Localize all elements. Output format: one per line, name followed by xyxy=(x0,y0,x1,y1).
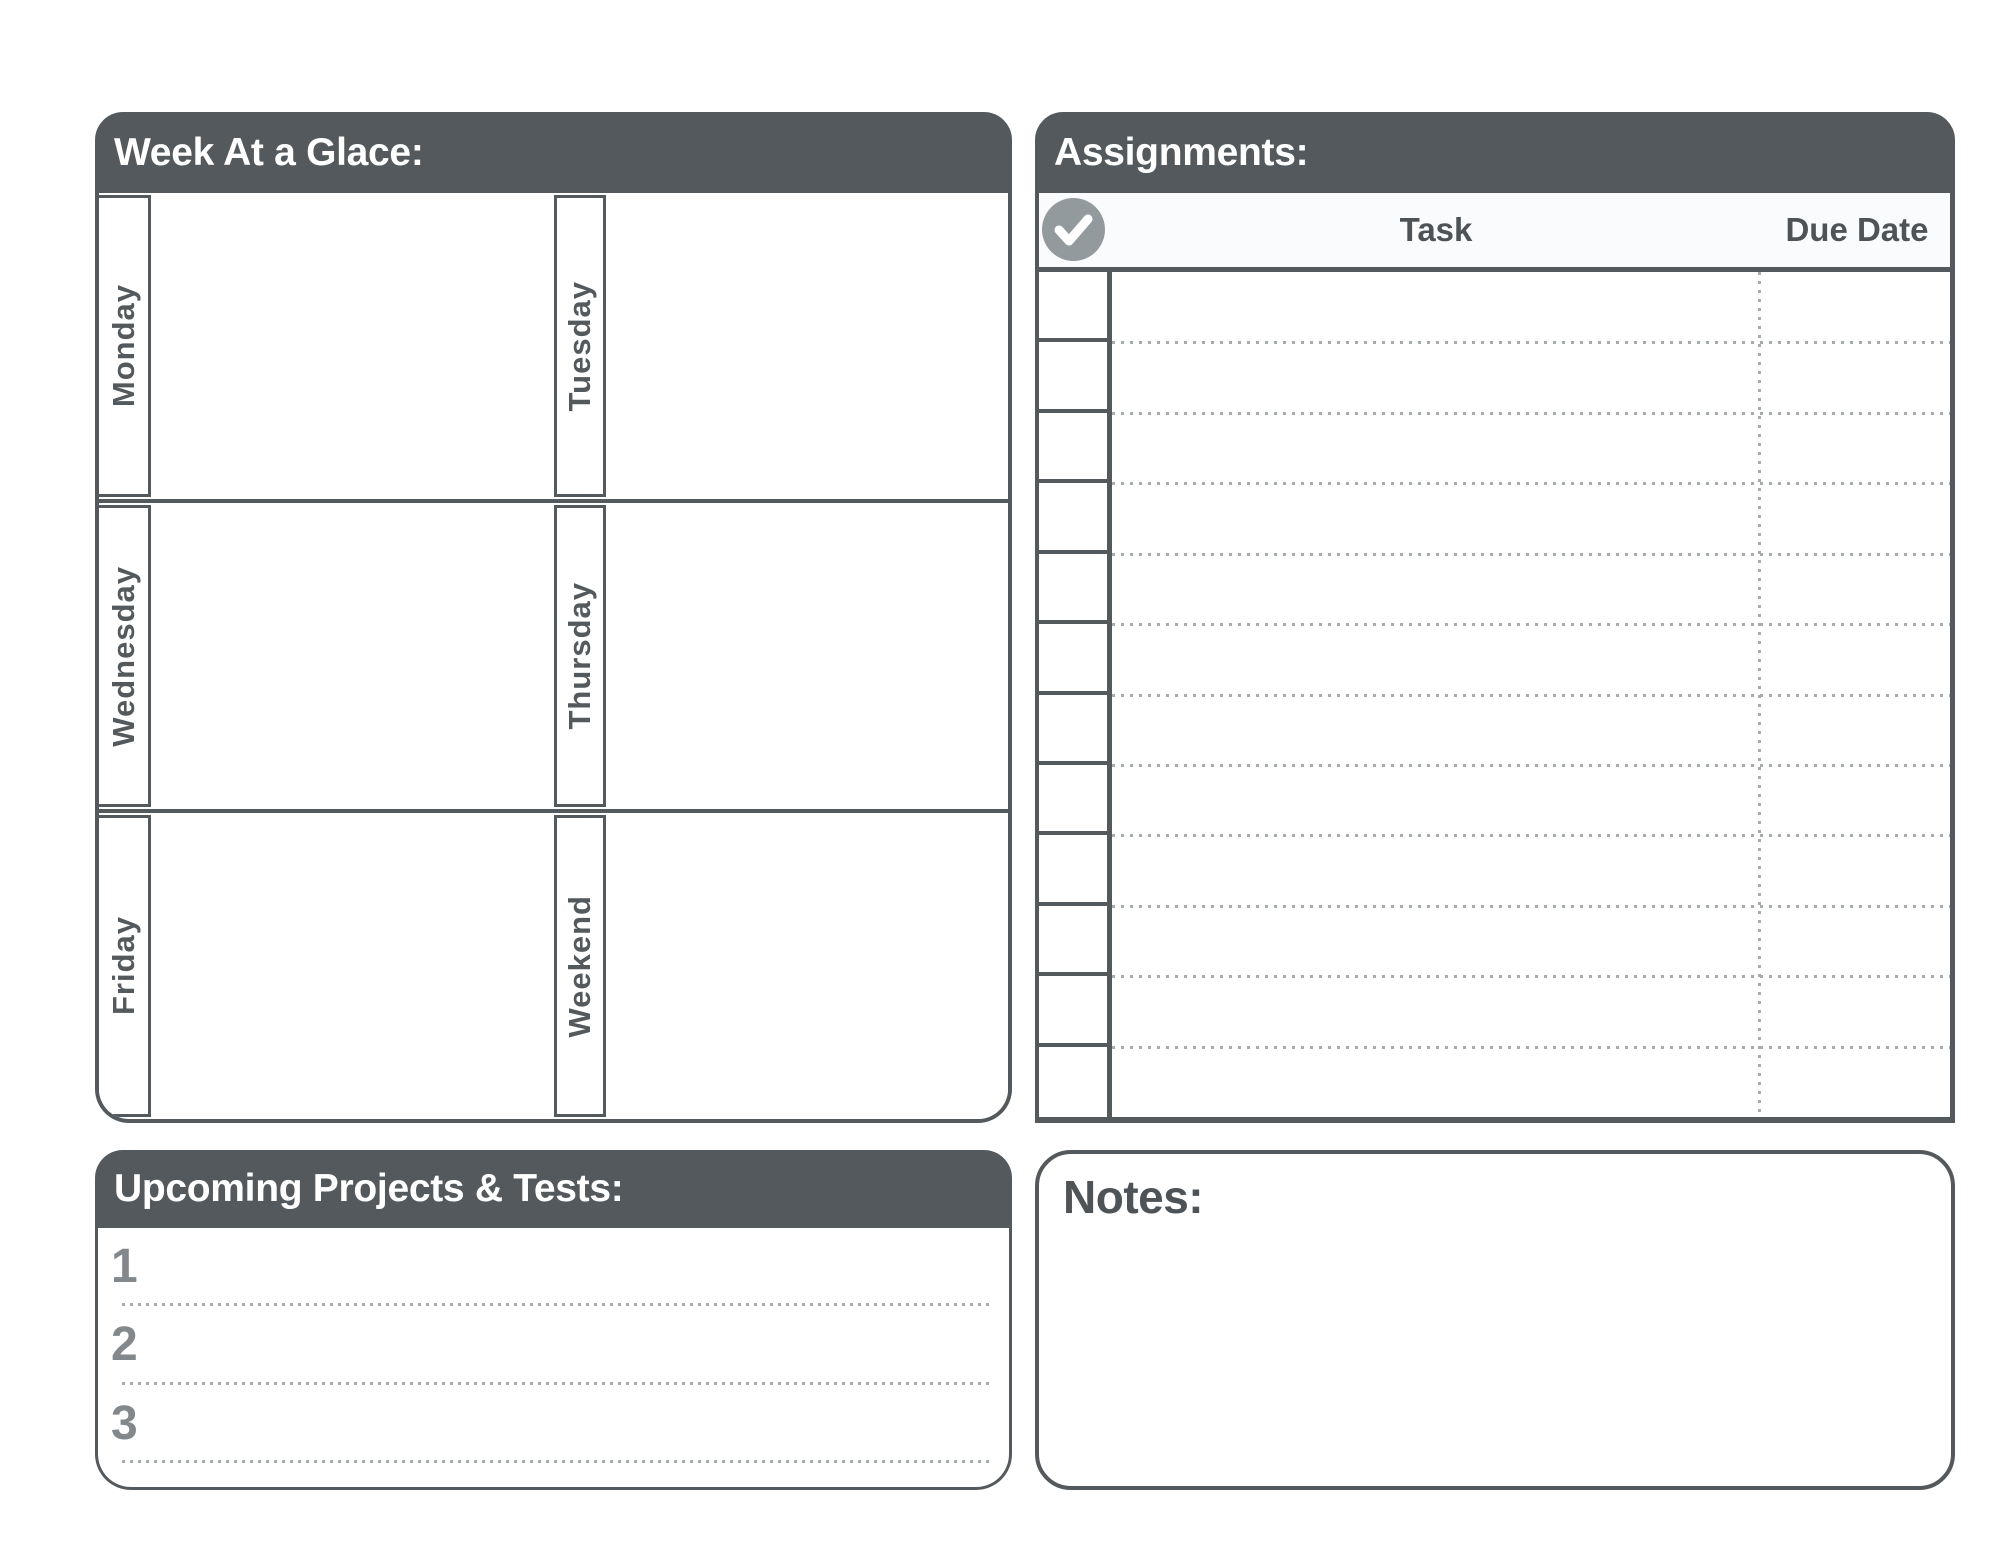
day-cell-friday[interactable] xyxy=(151,813,554,1119)
assignment-checkbox-cell[interactable] xyxy=(1039,1046,1112,1118)
assignment-checkbox-cell[interactable] xyxy=(1039,483,1112,554)
assignments-header: Assignments: xyxy=(1035,112,1955,193)
notes-content-area[interactable] xyxy=(1043,1234,1947,1482)
upcoming-item-number: 3 xyxy=(111,1396,138,1450)
assignment-row xyxy=(1039,694,1950,768)
assignment-row xyxy=(1039,905,1950,979)
day-cell-monday[interactable] xyxy=(151,193,554,499)
day-label-weekend: Weekend xyxy=(553,815,606,1117)
day-label-tuesday: Tuesday xyxy=(553,195,606,497)
assignment-task-cell[interactable] xyxy=(1112,765,1950,838)
day-label-text: Weekend xyxy=(561,894,597,1038)
week-grid: Monday Tuesday Wednesday Thursday Friday Week… xyxy=(95,193,1012,1123)
upcoming-item[interactable]: 3 xyxy=(98,1385,1009,1463)
notes-title: Notes: xyxy=(1063,1171,1204,1223)
assignment-row xyxy=(1039,1046,1950,1118)
upcoming-projects-header: Upcoming Projects & Tests: xyxy=(95,1150,1012,1228)
assignments-panel: Assignments: Task Due Date xyxy=(1035,112,1955,1123)
week-panel-title: Week At a Glace: xyxy=(114,130,424,174)
assignment-task-cell[interactable] xyxy=(1112,835,1950,909)
upcoming-item-line xyxy=(122,1459,991,1463)
assignment-task-cell[interactable] xyxy=(1112,342,1950,416)
assignment-task-cell[interactable] xyxy=(1112,483,1950,557)
week-row: Wednesday Thursday xyxy=(99,499,1008,809)
upcoming-item-line xyxy=(122,1303,991,1307)
day-label-wednesday: Wednesday xyxy=(99,505,151,807)
day-label-thursday: Thursday xyxy=(553,505,606,807)
upcoming-item[interactable]: 1 xyxy=(98,1228,1009,1307)
assignment-checkbox-cell[interactable] xyxy=(1039,905,1112,977)
assignment-task-cell[interactable] xyxy=(1112,272,1950,345)
assignment-checkbox-cell[interactable] xyxy=(1039,976,1112,1047)
assignment-row xyxy=(1039,624,1950,697)
day-label-friday: Friday xyxy=(99,815,151,1117)
assignment-checkbox-cell[interactable] xyxy=(1039,272,1112,343)
assignment-task-cell[interactable] xyxy=(1112,976,1950,1050)
upcoming-projects-list: 1 2 3 xyxy=(95,1228,1012,1490)
day-label-text: Friday xyxy=(105,916,141,1016)
assignment-checkbox-cell[interactable] xyxy=(1039,342,1112,413)
day-label-monday: Monday xyxy=(99,195,151,497)
day-cell-thursday[interactable] xyxy=(605,503,1008,809)
assignment-checkbox-cell[interactable] xyxy=(1039,553,1112,625)
assignment-row xyxy=(1039,835,1950,909)
notes-panel: Notes: xyxy=(1035,1150,1955,1490)
upcoming-projects-title: Upcoming Projects & Tests: xyxy=(114,1167,624,1210)
assignment-checkbox-cell[interactable] xyxy=(1039,764,1112,836)
upcoming-item-number: 1 xyxy=(111,1240,138,1294)
assignment-task-cell[interactable] xyxy=(1112,906,1950,979)
day-cell-weekend[interactable] xyxy=(605,813,1008,1119)
assignment-checkbox-cell[interactable] xyxy=(1039,624,1112,695)
day-cell-tuesday[interactable] xyxy=(605,193,1008,499)
assignment-row xyxy=(1039,342,1950,416)
week-at-a-glance-panel: Week At a Glace: Monday Tuesday Wednesday T… xyxy=(95,112,1012,1123)
assignment-row xyxy=(1039,553,1950,627)
assignment-task-cell[interactable] xyxy=(1112,1047,1950,1117)
assignment-row xyxy=(1039,412,1950,486)
column-header-task: Task xyxy=(1399,211,1473,248)
assignment-task-cell[interactable] xyxy=(1112,624,1950,697)
upcoming-item-number: 2 xyxy=(111,1318,138,1372)
assignment-row xyxy=(1039,976,1950,1050)
assignment-checkbox-cell[interactable] xyxy=(1039,835,1112,906)
day-cell-wednesday[interactable] xyxy=(151,503,554,809)
assignments-column-header-row: Task Due Date xyxy=(1035,193,1955,267)
week-row: Friday Weekend xyxy=(99,809,1008,1119)
column-header-due-date: Due Date xyxy=(1785,211,1929,248)
assignment-checkbox-cell[interactable] xyxy=(1039,694,1112,765)
assignment-row xyxy=(1039,764,1950,838)
assignment-checkbox-cell[interactable] xyxy=(1039,412,1112,484)
assignment-task-cell[interactable] xyxy=(1112,695,1950,768)
day-label-text: Tuesday xyxy=(561,280,597,412)
week-row: Monday Tuesday xyxy=(99,193,1008,499)
assignment-row xyxy=(1039,272,1950,345)
check-circle-icon xyxy=(1042,198,1105,261)
day-label-text: Thursday xyxy=(561,582,597,730)
day-label-text: Monday xyxy=(105,284,141,408)
assignment-task-cell[interactable] xyxy=(1112,413,1950,486)
upcoming-item[interactable]: 2 xyxy=(98,1306,1009,1385)
upcoming-item-line xyxy=(122,1381,991,1385)
assignments-title: Assignments: xyxy=(1054,130,1309,174)
upcoming-projects-panel: Upcoming Projects & Tests: 1 2 3 xyxy=(95,1150,1012,1490)
week-panel-header: Week At a Glace: xyxy=(95,112,1012,193)
assignment-task-cell[interactable] xyxy=(1112,554,1950,627)
assignment-row xyxy=(1039,483,1950,557)
day-label-text: Wednesday xyxy=(105,565,141,747)
assignments-table xyxy=(1035,267,1955,1123)
